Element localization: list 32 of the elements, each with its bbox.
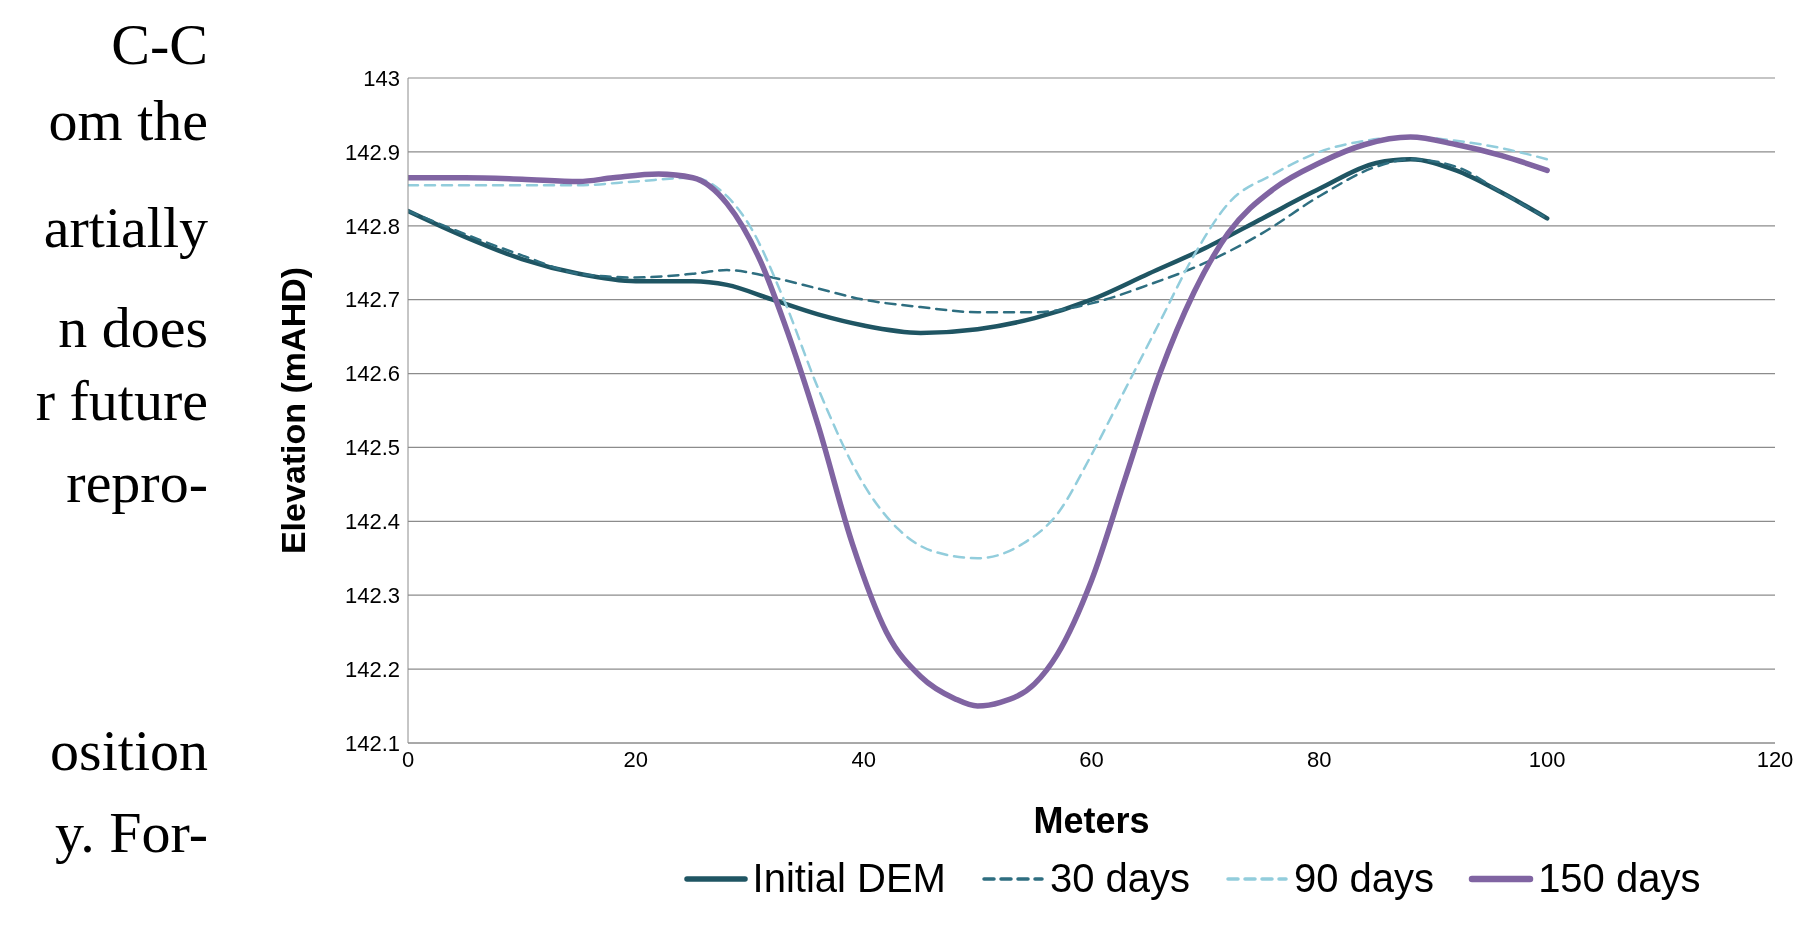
text: artially <box>43 194 208 262</box>
y-axis-title: Elevation (mAHD) <box>274 266 313 555</box>
y-tick-label: 142.8 <box>344 213 400 239</box>
text: repro- <box>66 449 208 517</box>
y-tick-label: 143 <box>363 65 400 91</box>
text: C-C <box>111 11 208 79</box>
text: osition <box>50 717 208 785</box>
x-tick-label: 80 <box>1307 746 1332 772</box>
text: om the <box>48 87 208 155</box>
legend-label: Initial DEM <box>752 856 946 901</box>
y-tick-label: 142.6 <box>344 361 400 387</box>
x-tick-label: 20 <box>623 746 649 772</box>
legend-label: 90 days <box>1294 856 1435 901</box>
x-tick-label: 0 <box>401 746 415 772</box>
x-tick-label: 60 <box>1079 746 1104 772</box>
x-tick-label: 100 <box>1528 746 1566 772</box>
text: y. For- <box>55 799 208 867</box>
y-tick-label: 142.1 <box>344 730 400 756</box>
line-series <box>408 135 1549 560</box>
legend-label: 30 days <box>1049 856 1191 901</box>
y-tick-label: 142.3 <box>344 583 400 609</box>
x-tick-label: 120 <box>1756 746 1794 772</box>
x-axis-title: Meters <box>1033 800 1150 841</box>
x-tick-label: 40 <box>851 746 876 772</box>
y-tick-label: 142.2 <box>344 656 400 682</box>
y-tick-label: 142.9 <box>344 139 400 165</box>
y-tick-label: 142.4 <box>344 509 400 535</box>
y-tick-label: 142.5 <box>344 435 400 461</box>
text: n does <box>58 294 208 362</box>
legend-label: 150 days <box>1538 856 1701 901</box>
y-tick-label: 142.7 <box>344 287 400 313</box>
text: r future <box>35 367 208 435</box>
